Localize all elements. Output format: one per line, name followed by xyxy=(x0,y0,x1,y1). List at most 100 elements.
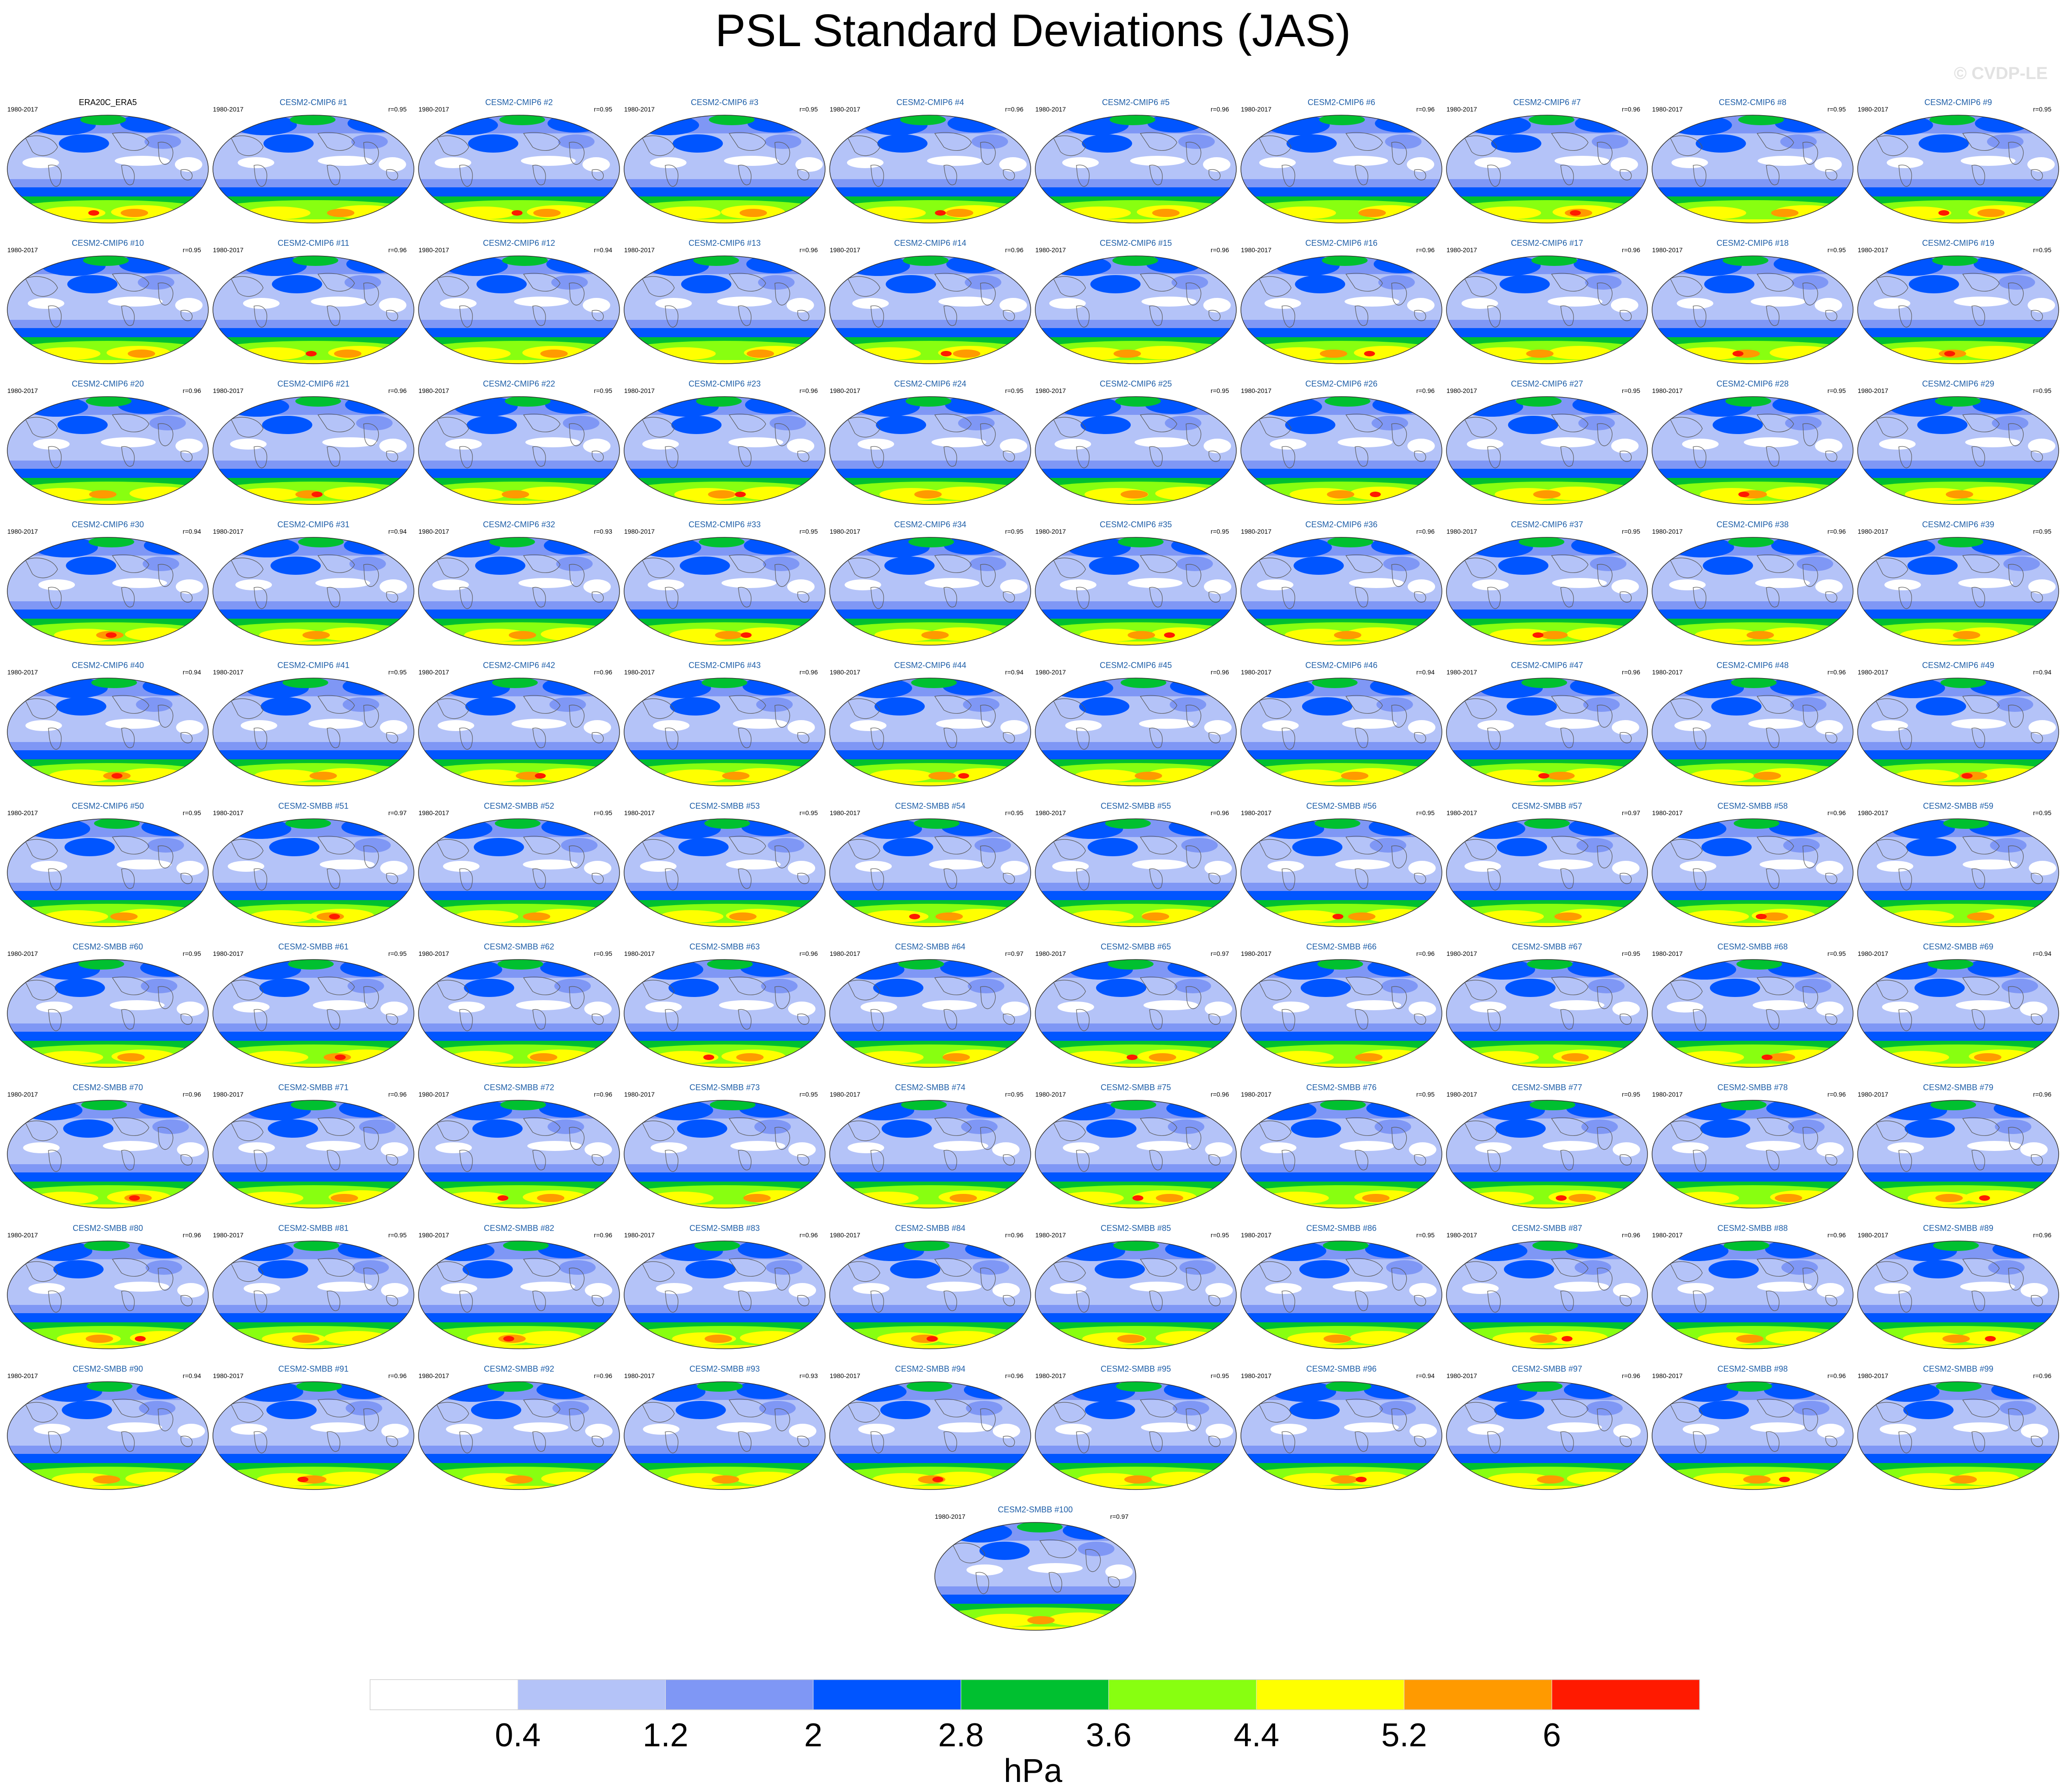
map-panel: 1980-2017 CESM2-CMIP6 #19 r=0.95 xyxy=(1857,239,2059,364)
colorbar-tick-label: 1.2 xyxy=(643,1717,689,1754)
panel-title: CESM2-CMIP6 #4 xyxy=(896,98,964,107)
panel-title: CESM2-SMBB #53 xyxy=(689,801,760,811)
panel-title: CESM2-CMIP6 #30 xyxy=(72,520,144,529)
panel-correlation: r=0.96 xyxy=(1416,106,1435,113)
colorbar-tick-label: 2.8 xyxy=(938,1717,984,1754)
watermark: © CVDP-LE xyxy=(1954,64,2048,83)
panel-years: 1980-2017 xyxy=(1858,1372,1888,1379)
panel-map xyxy=(418,396,620,505)
panel-title: CESM2-CMIP6 #15 xyxy=(1100,239,1172,248)
panel-map xyxy=(212,818,414,927)
panel-years: 1980-2017 xyxy=(935,1513,965,1520)
panel-title: CESM2-SMBB #84 xyxy=(895,1224,965,1233)
panel-years: 1980-2017 xyxy=(213,1091,244,1098)
panel-years: 1980-2017 xyxy=(418,106,449,113)
panel-title: CESM2-SMBB #54 xyxy=(895,801,965,811)
panel-title: CESM2-SMBB #82 xyxy=(484,1224,554,1233)
map-panel: 1980-2017 CESM2-SMBB #86 r=0.95 xyxy=(1240,1224,1442,1349)
map-panel: 1980-2017 CESM2-CMIP6 #23 r=0.96 xyxy=(624,379,826,505)
panel-map xyxy=(212,959,414,1068)
map-panel: 1980-2017 CESM2-SMBB #83 r=0.96 xyxy=(624,1224,826,1349)
panel-correlation: r=0.95 xyxy=(2033,809,2051,816)
panel-correlation: r=0.96 xyxy=(594,1231,612,1239)
map-panel: 1980-2017 CESM2-SMBB #61 r=0.95 xyxy=(212,942,414,1068)
panel-years: 1980-2017 xyxy=(624,528,655,535)
panel-map xyxy=(829,1381,1031,1490)
map-panel: 1980-2017 CESM2-CMIP6 #18 r=0.95 xyxy=(1652,239,1854,364)
panel-map xyxy=(1035,1100,1237,1209)
panel-years: 1980-2017 xyxy=(1446,246,1477,254)
panel-correlation: r=0.95 xyxy=(1416,1091,1435,1098)
panel-correlation: r=0.96 xyxy=(800,246,818,254)
panel-map xyxy=(418,818,620,927)
panel-correlation: r=0.96 xyxy=(2033,1231,2051,1239)
colorbar-swatch xyxy=(960,1679,1109,1710)
panel-years: 1980-2017 xyxy=(1446,668,1477,676)
panel-map xyxy=(1652,115,1854,223)
panel-map xyxy=(1652,1241,1854,1349)
panel-title: CESM2-SMBB #75 xyxy=(1101,1083,1171,1092)
panel-map xyxy=(829,678,1031,786)
panel-title: CESM2-CMIP6 #17 xyxy=(1511,239,1583,248)
map-panel: 1980-2017 CESM2-SMBB #75 r=0.96 xyxy=(1035,1083,1237,1209)
map-panel: 1980-2017 CESM2-CMIP6 #9 r=0.95 xyxy=(1857,98,2059,223)
panel-years: 1980-2017 xyxy=(1035,950,1066,957)
panel-title: CESM2-CMIP6 #34 xyxy=(894,520,966,529)
map-panel: 1980-2017 CESM2-CMIP6 #24 r=0.95 xyxy=(829,379,1031,505)
panel-correlation: r=0.93 xyxy=(800,1372,818,1379)
map-panel: 1980-2017 CESM2-SMBB #69 r=0.94 xyxy=(1857,942,2059,1068)
panel-title: CESM2-SMBB #87 xyxy=(1512,1224,1582,1233)
panel-map xyxy=(829,959,1031,1068)
panel-map xyxy=(1446,255,1648,364)
panel-years: 1980-2017 xyxy=(1858,528,1888,535)
panel-years: 1980-2017 xyxy=(213,1372,244,1379)
panel-correlation: r=0.95 xyxy=(183,809,201,816)
panel-years: 1980-2017 xyxy=(1858,1091,1888,1098)
colorbar-swatch xyxy=(1404,1679,1552,1710)
panel-years: 1980-2017 xyxy=(624,387,655,394)
map-panel: 1980-2017 CESM2-SMBB #87 r=0.96 xyxy=(1446,1224,1648,1349)
panel-correlation: r=0.96 xyxy=(1828,1231,1846,1239)
panel-correlation: r=0.96 xyxy=(1416,528,1435,535)
panel-title: CESM2-SMBB #63 xyxy=(689,942,760,951)
panel-correlation: r=0.95 xyxy=(1005,387,1023,394)
panel-years: 1980-2017 xyxy=(830,106,860,113)
map-panel: 1980-2017 CESM2-CMIP6 #2 r=0.95 xyxy=(418,98,620,223)
panel-years: 1980-2017 xyxy=(1446,1231,1477,1239)
panel-correlation: r=0.96 xyxy=(594,1372,612,1379)
panel-title: CESM2-SMBB #72 xyxy=(484,1083,554,1092)
map-panel: 1980-2017 CESM2-CMIP6 #16 r=0.96 xyxy=(1240,239,1442,364)
map-panel: 1980-2017 CESM2-SMBB #88 r=0.96 xyxy=(1652,1224,1854,1349)
panel-correlation: r=0.94 xyxy=(2033,668,2051,676)
panel-map xyxy=(1240,818,1442,927)
panel-map xyxy=(7,396,209,505)
panel-map xyxy=(829,115,1031,223)
panel-title: CESM2-SMBB #76 xyxy=(1306,1083,1377,1092)
panel-map xyxy=(1240,115,1442,223)
panel-map xyxy=(418,1241,620,1349)
panel-title: CESM2-CMIP6 #9 xyxy=(1924,98,1992,107)
panel-map xyxy=(418,537,620,646)
panel-years: 1980-2017 xyxy=(624,106,655,113)
panel-title: CESM2-CMIP6 #14 xyxy=(894,239,966,248)
panel-years: 1980-2017 xyxy=(1858,246,1888,254)
panel-years: 1980-2017 xyxy=(624,1231,655,1239)
panel-title: CESM2-CMIP6 #42 xyxy=(483,661,555,670)
map-panel: 1980-2017 CESM2-CMIP6 #45 r=0.96 xyxy=(1035,661,1237,786)
panel-years: 1980-2017 xyxy=(624,1372,655,1379)
panel-map xyxy=(418,678,620,786)
panel-map xyxy=(1446,1381,1648,1490)
panel-years: 1980-2017 xyxy=(1241,950,1271,957)
map-panel: 1980-2017 CESM2-CMIP6 #46 r=0.94 xyxy=(1240,661,1442,786)
panel-title: CESM2-SMBB #58 xyxy=(1717,801,1788,811)
map-panel: 1980-2017 CESM2-SMBB #100 r=0.97 xyxy=(934,1505,1136,1631)
panel-title: CESM2-CMIP6 #47 xyxy=(1511,661,1583,670)
panel-correlation: r=0.96 xyxy=(800,1231,818,1239)
panel-correlation: r=0.96 xyxy=(1828,1372,1846,1379)
panel-title: CESM2-CMIP6 #27 xyxy=(1511,379,1583,388)
map-panel: 1980-2017 CESM2-SMBB #97 r=0.96 xyxy=(1446,1364,1648,1490)
map-panel: 1980-2017 CESM2-SMBB #53 r=0.95 xyxy=(624,801,826,927)
panel-correlation: r=0.96 xyxy=(388,1091,407,1098)
panel-map xyxy=(1857,1241,2059,1349)
panel-correlation: r=0.96 xyxy=(800,387,818,394)
